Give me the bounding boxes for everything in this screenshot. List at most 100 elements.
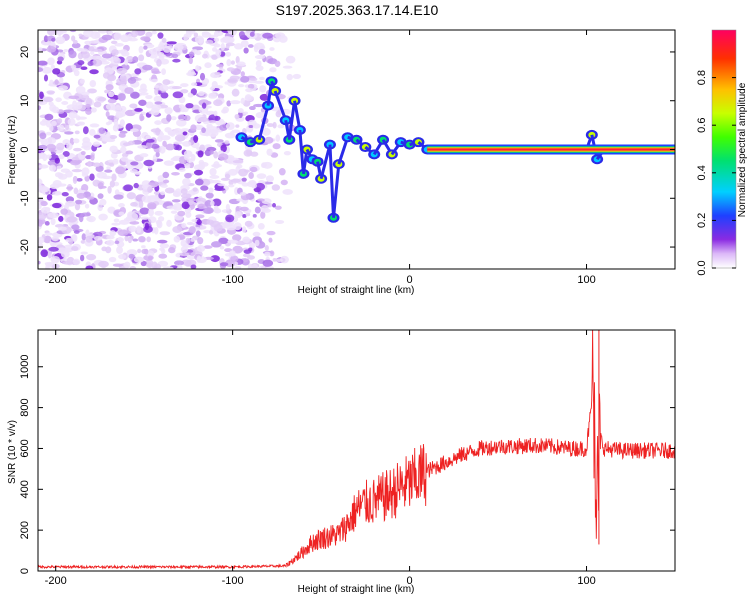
noise-speckle xyxy=(188,51,195,58)
noise-speckle xyxy=(118,211,125,216)
noise-speckle xyxy=(145,262,153,268)
noise-speckle xyxy=(136,225,142,234)
noise-speckle xyxy=(292,73,302,79)
noise-speckle xyxy=(159,58,170,65)
noise-speckle xyxy=(214,71,221,75)
noise-speckle xyxy=(92,162,101,167)
noise-speckle xyxy=(245,212,251,217)
noise-speckle xyxy=(139,207,150,215)
noise-speckle xyxy=(147,202,157,210)
noise-speckle xyxy=(145,94,153,100)
noise-speckle xyxy=(107,74,117,82)
noise-speckle xyxy=(111,222,121,226)
noise-speckle xyxy=(269,250,275,257)
noise-speckle xyxy=(87,160,92,167)
signal-link xyxy=(328,144,335,218)
noise-speckle xyxy=(38,218,43,227)
noise-speckle xyxy=(45,143,57,151)
noise-speckle xyxy=(47,250,52,259)
noise-speckle xyxy=(138,45,144,54)
snr-y-axis: 0 200 400 600 800 1000 xyxy=(19,355,675,574)
noise-speckle xyxy=(107,185,112,194)
noise-speckle xyxy=(127,236,133,244)
noise-speckle xyxy=(97,203,104,212)
noise-speckle xyxy=(86,253,97,261)
noise-speckle xyxy=(206,219,215,225)
noise-speckle xyxy=(196,219,202,226)
noise-speckle xyxy=(84,203,90,209)
noise-speckle xyxy=(140,83,147,91)
noise-speckle xyxy=(74,199,83,205)
noise-speckle xyxy=(69,160,81,166)
spectrogram-y-axis: -20 -10 0 10 20 xyxy=(19,46,675,255)
noise-speckle xyxy=(130,91,140,99)
noise-speckle xyxy=(242,214,247,218)
noise-speckle xyxy=(104,169,113,173)
noise-speckle xyxy=(129,103,138,109)
signal-link xyxy=(332,163,341,218)
noise-speckle xyxy=(240,97,245,105)
noise-speckle xyxy=(115,112,124,118)
colorbar-tick-label: 0.8 xyxy=(696,70,708,85)
noise-speckle xyxy=(204,62,212,69)
noise-speckle xyxy=(257,198,265,202)
noise-speckle xyxy=(162,266,174,269)
noise-speckle xyxy=(57,85,69,91)
noise-speckle xyxy=(143,45,148,50)
noise-speckle xyxy=(243,47,249,54)
noise-speckle xyxy=(181,222,187,229)
snr-plot-area xyxy=(38,330,675,570)
noise-speckle xyxy=(154,87,159,96)
noise-speckle xyxy=(199,144,206,152)
noise-speckle xyxy=(113,181,120,187)
noise-speckle xyxy=(173,235,181,243)
noise-speckle xyxy=(101,34,113,41)
noise-speckle xyxy=(80,212,92,217)
noise-speckle xyxy=(43,35,49,43)
noise-speckle xyxy=(173,141,183,145)
noise-speckle xyxy=(247,255,256,260)
noise-speckle xyxy=(262,259,274,267)
noise-speckle xyxy=(85,103,91,109)
noise-speckle xyxy=(220,42,225,51)
noise-speckle xyxy=(44,221,50,226)
noise-speckle xyxy=(120,146,127,154)
noise-speckle xyxy=(97,96,107,102)
noise-speckle xyxy=(225,44,230,49)
noise-speckle xyxy=(130,30,138,38)
noise-speckle xyxy=(184,163,191,169)
noise-speckle xyxy=(76,192,86,199)
noise-speckle xyxy=(168,247,176,254)
noise-speckle xyxy=(208,92,217,98)
noise-speckle xyxy=(237,108,244,114)
noise-speckle xyxy=(106,239,115,246)
noise-speckle xyxy=(200,185,209,191)
noise-speckle xyxy=(201,127,206,134)
noise-speckle xyxy=(56,165,62,170)
noise-speckle xyxy=(47,212,59,219)
noise-speckle xyxy=(46,194,53,201)
noise-speckle xyxy=(232,159,244,164)
noise-speckle xyxy=(203,245,213,249)
noise-speckle xyxy=(207,129,219,138)
noise-speckle xyxy=(274,60,281,67)
noise-speckle xyxy=(140,216,150,220)
noise-speckle xyxy=(64,131,74,135)
noise-speckle xyxy=(145,31,153,38)
noise-speckle xyxy=(114,104,122,113)
y-tick-label: 1000 xyxy=(19,355,31,379)
signal-link xyxy=(287,100,297,140)
noise-speckle xyxy=(195,65,200,72)
noise-speckle xyxy=(170,157,180,162)
noise-speckle xyxy=(92,231,103,238)
noise-speckle xyxy=(182,178,191,186)
noise-speckle xyxy=(173,44,184,51)
noise-speckle xyxy=(116,67,128,75)
signal-link xyxy=(319,144,332,180)
noise-speckle xyxy=(225,214,235,223)
noise-speckle xyxy=(182,141,192,147)
noise-speckle xyxy=(154,227,159,235)
noise-speckle xyxy=(213,161,220,169)
noise-speckle xyxy=(248,106,256,111)
noise-speckle xyxy=(172,91,184,99)
